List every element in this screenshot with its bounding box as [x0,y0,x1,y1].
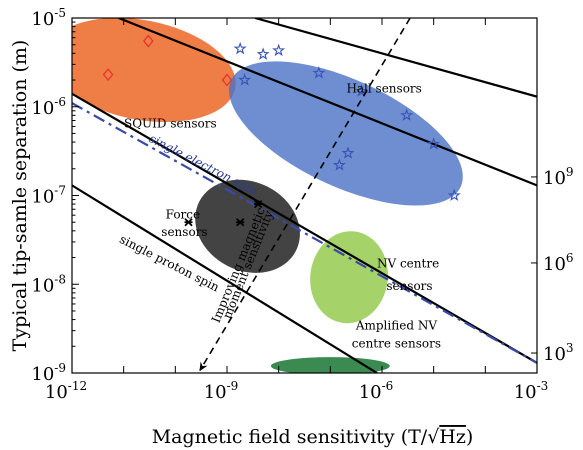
hall-point-5 [238,73,252,86]
x-axis-label-main: Magnetic field sensitivity (T/ [152,426,428,448]
annotation-amplified-nv: Amplified NV [355,318,438,332]
hall-point-10 [332,158,346,171]
x-tick-label--12: 10-12 [45,379,87,403]
hall-point-11 [447,188,461,202]
squid-point-3 [221,73,233,87]
region-nv-centre-sensors [310,231,388,324]
y-tick-label--7: 10-7 [31,184,66,208]
annotation-sensors: sensors [161,225,207,239]
region-squid-sensors [72,18,236,123]
hall-point-3 [272,43,286,57]
upper-diagonal-line [118,18,537,187]
hall-point-7 [400,108,414,121]
region-amplified-nv-centre-sensors [270,357,390,373]
single-electron-spin-line [72,92,537,364]
x-axis-label-sqrt-arg: Hz [439,426,466,448]
annotation-single-electron-spin: single electron spin [147,131,260,198]
hall-upper-line [254,18,537,98]
right-tick-label-6: 106 [543,251,574,275]
y-axis-label: Typical tip-samle separation (m) [9,40,31,352]
annotation-centre-sensors: centre sensors [352,336,441,350]
annotation-squid-sensors: SQUID sensors [124,117,217,131]
x-axis-label: Magnetic field sensitivity (T/√Hz) [152,426,474,448]
single-electron-spin-dashed-line [72,102,537,364]
improving-arrow-line [199,17,411,372]
hall-point-8 [427,137,441,150]
y-tick-label--6: 10-6 [31,95,66,119]
axis-ticks: 10-12 10-9 10-6 10-310-910-810-710-610-5103… [31,6,573,403]
hall-point-1 [233,41,247,55]
x-tick-label--3: 10-3 [514,379,549,403]
hall-point-9 [341,146,355,159]
hall-point-2 [256,47,270,60]
right-tick-label-9: 109 [543,165,574,189]
annotation-nv-centre: NV centre [377,256,439,270]
annotation-hall-sensors: Hall sensors [346,81,421,95]
y-tick-label--8: 10-8 [31,272,66,296]
annotation-force: Force [166,208,200,222]
region-force-sensors [195,179,300,273]
single-proton-spin-line [72,184,378,373]
force-point-2 [184,218,193,227]
x-tick-label--9: 10-9 [204,379,239,403]
force-point-1 [253,199,263,209]
x-axis-label-close: ) [466,426,473,448]
x-axis-label-sqrt-sign: √ [427,426,440,448]
x-tick-label--6: 10-6 [359,379,394,403]
squid-point-1 [142,34,154,48]
hall-point-6 [354,84,368,97]
hall-point-4 [312,66,326,79]
squid-point-2 [102,68,114,82]
y-tick-label--5: 10-5 [31,6,66,30]
force-point-3 [236,218,245,227]
right-tick-label-3: 103 [543,341,574,365]
y-tick-label--9: 10-9 [31,361,66,385]
annotation-sensors: sensors [386,279,432,293]
region-hall-sensors [228,61,463,206]
